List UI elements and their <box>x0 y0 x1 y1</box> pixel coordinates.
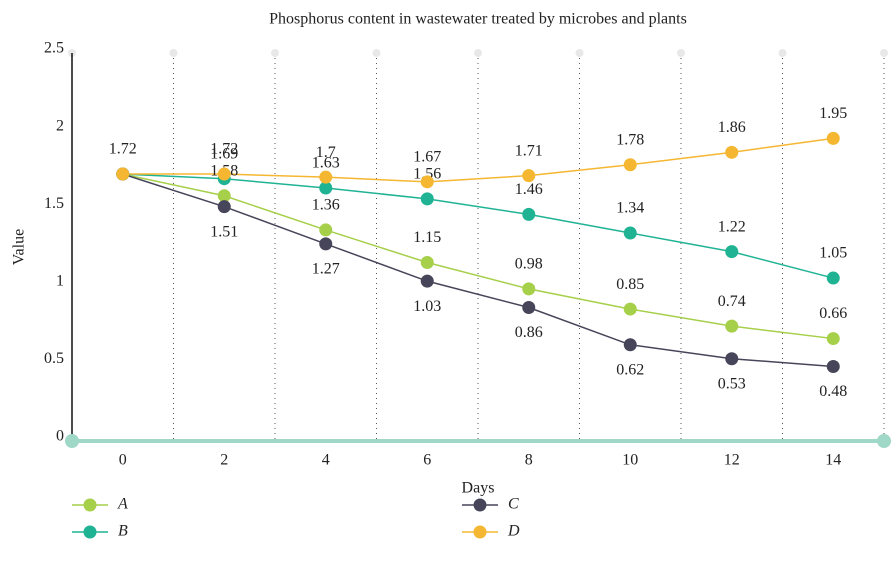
legend-marker <box>83 525 97 539</box>
y-tick-label: 0.5 <box>44 350 64 367</box>
x-tick-label: 0 <box>119 452 127 469</box>
grid-dot <box>372 49 381 57</box>
point <box>826 332 840 346</box>
series-line <box>122 173 834 368</box>
data-label: 1.95 <box>819 105 847 122</box>
chart-title: Phosphorus content in wastewater treated… <box>269 11 687 28</box>
legend-label: A <box>117 496 128 513</box>
point <box>217 189 231 203</box>
point <box>623 338 637 352</box>
grid-dot <box>474 49 482 57</box>
point <box>522 301 536 315</box>
x-tick-label: 8 <box>525 452 533 469</box>
data-label: 1.27 <box>312 261 340 278</box>
legend-marker <box>83 498 97 512</box>
data-label: 1.69 <box>210 145 238 162</box>
point <box>319 170 333 184</box>
legend-label: C <box>508 496 519 513</box>
series-line <box>122 137 834 183</box>
point <box>522 207 536 221</box>
data-label: 1.71 <box>515 142 543 159</box>
data-label: 0.86 <box>515 324 543 341</box>
point <box>217 200 231 214</box>
x-axis-label: Days <box>462 480 495 497</box>
data-label: 1.34 <box>616 200 644 217</box>
data-label: 0.66 <box>819 305 847 322</box>
series-line <box>122 173 834 279</box>
data-label: 1.51 <box>210 223 238 240</box>
legend-marker <box>473 525 487 539</box>
legend-label: D <box>507 523 520 540</box>
point <box>116 167 130 181</box>
point <box>319 223 333 237</box>
data-label: 1.36 <box>312 197 340 214</box>
data-label: 1.56 <box>413 166 441 183</box>
point <box>623 226 637 240</box>
grid-dot <box>169 49 178 57</box>
point <box>522 282 536 296</box>
y-tick-label: 1.5 <box>44 195 64 212</box>
point <box>725 245 739 259</box>
point <box>217 167 231 181</box>
point <box>522 169 536 183</box>
point <box>725 352 739 366</box>
grid-dot <box>271 49 279 57</box>
y-tick-label: 0 <box>56 428 64 445</box>
axis-end <box>65 434 79 448</box>
grid-dot <box>677 49 685 57</box>
x-tick-label: 12 <box>724 452 740 469</box>
point <box>420 274 434 288</box>
data-label: 1.03 <box>413 298 441 315</box>
point <box>826 271 840 285</box>
x-tick-label: 4 <box>322 452 330 469</box>
x-tick-label: 6 <box>423 452 431 469</box>
data-label: 1.86 <box>718 119 746 136</box>
data-label: 1.7 <box>316 144 336 161</box>
y-axis-label: Value <box>11 229 28 265</box>
data-label: 0.62 <box>616 361 644 378</box>
point <box>420 256 434 270</box>
point <box>319 237 333 251</box>
data-label: 0.85 <box>616 276 644 293</box>
point <box>826 360 840 374</box>
data-label: 1.22 <box>718 218 746 235</box>
data-label: 1.72 <box>109 141 137 158</box>
point <box>826 131 840 145</box>
axis-end <box>877 434 891 448</box>
y-tick-label: 2.5 <box>44 40 64 57</box>
data-label: 1.46 <box>515 181 543 198</box>
data-label: 0.98 <box>515 256 543 273</box>
data-label: 1.78 <box>616 131 644 148</box>
x-tick-label: 14 <box>825 452 841 469</box>
point <box>725 145 739 159</box>
point <box>420 175 434 189</box>
x-tick-label: 2 <box>220 452 228 469</box>
legend-label: B <box>118 523 128 540</box>
point <box>319 181 333 195</box>
y-tick-label: 2 <box>56 117 64 134</box>
data-label: 1.05 <box>819 245 847 262</box>
point <box>623 158 637 172</box>
data-label: 1.72 <box>210 141 238 158</box>
data-label: 1.67 <box>413 148 441 165</box>
data-label: 1.63 <box>312 155 340 172</box>
grid-dot <box>880 49 888 57</box>
y-tick-label: 1 <box>56 272 64 289</box>
data-label: 0.74 <box>718 293 746 310</box>
data-label: 1.15 <box>413 229 441 246</box>
point <box>725 319 739 333</box>
grid-dot <box>778 49 787 57</box>
point <box>420 192 434 206</box>
grid-dot <box>575 49 584 57</box>
data-label: 0.48 <box>819 383 847 400</box>
data-label: 0.53 <box>718 375 746 392</box>
point <box>623 302 637 316</box>
legend-marker <box>473 498 487 512</box>
series-line <box>122 173 834 340</box>
x-tick-label: 10 <box>622 452 638 469</box>
